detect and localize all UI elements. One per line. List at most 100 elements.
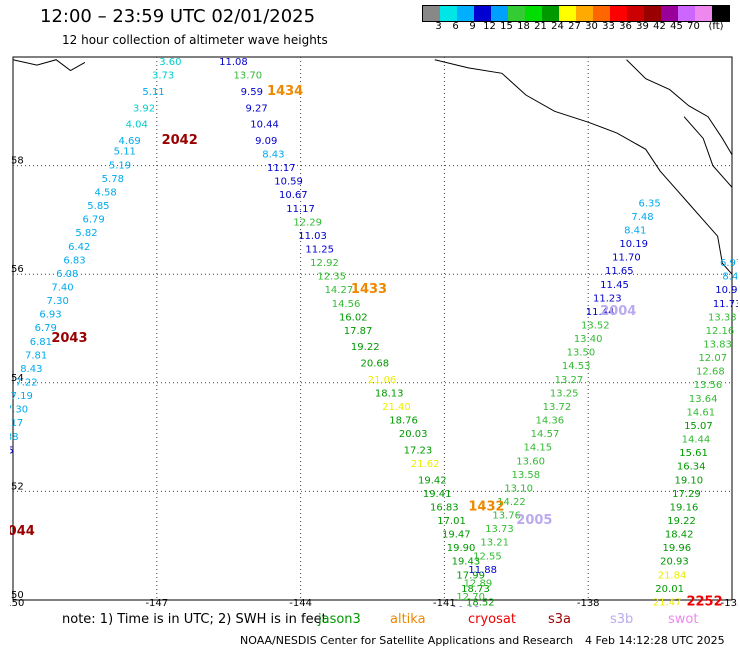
wave-height-value: 6.81 — [30, 337, 52, 348]
lat-tick-label: 52 — [11, 481, 24, 492]
wave-height-value: 15.07 — [684, 421, 713, 432]
wave-height-value: 10.19 — [619, 239, 648, 250]
wave-height-value: 4.04 — [126, 120, 148, 131]
wave-height-value: 11.08 — [219, 57, 248, 68]
wave-height-value: 21.06 — [368, 375, 397, 386]
legend-swatch — [610, 6, 627, 21]
wave-height-value: 10.93 — [715, 285, 738, 296]
satellite-swot: swot — [668, 612, 699, 627]
lat-tick-label: 56 — [11, 264, 24, 275]
wave-height-value: 19.22 — [667, 516, 696, 527]
wave-height-value: 18.42 — [665, 530, 694, 541]
legend-label: 36 — [619, 21, 632, 32]
wave-height-value: 11.88 — [468, 565, 497, 576]
wave-height-value: 8.41 — [624, 225, 646, 236]
wave-height-value: 11.17 — [286, 204, 315, 215]
wave-height-value: 8.43 — [262, 149, 284, 160]
wave-height-value: 14.15 — [523, 443, 552, 454]
wave-height-value: 6.08 — [56, 269, 78, 280]
wave-height-value: 11.65 — [605, 266, 634, 277]
wave-height-value: 13.27 — [555, 375, 584, 386]
wave-height-value: 19.41 — [423, 489, 452, 500]
satellite-jason3: jason3 — [318, 612, 361, 627]
legend-swatch — [576, 6, 593, 21]
lat-tick-label: 60 — [11, 55, 24, 58]
wave-height-value: 9.27 — [245, 103, 267, 114]
coastline — [12, 59, 86, 72]
wave-height-value: 5.85 — [87, 201, 109, 212]
wave-height-value: 14.61 — [686, 407, 715, 418]
pass-time-label: 1433 — [351, 282, 387, 297]
wave-height-value: 7.40 — [51, 282, 73, 293]
wave-height-value: 19.22 — [351, 342, 380, 353]
wave-height-value: 21.62 — [411, 459, 440, 470]
wave-height-value: 8.47 — [722, 272, 738, 283]
footer-timestamp: 4 Feb 14:12:28 UTC 2025 — [585, 634, 725, 647]
wave-height-value: 17.23 — [404, 445, 433, 456]
wave-height-value: 19.96 — [662, 543, 691, 554]
wave-height-value: 3.92 — [133, 103, 155, 114]
wave-height-value: 13.10 — [504, 483, 533, 494]
legend-label: 12 — [483, 21, 496, 32]
satellite-s3a: s3a — [548, 612, 572, 627]
wave-height-value: 12.68 — [696, 367, 725, 378]
wave-height-value: 5.11 — [114, 147, 136, 158]
wave-height-value: 6.97 — [720, 258, 738, 269]
satellite-altika: altika — [390, 612, 426, 627]
note-text: note: 1) Time is in UTC; 2) SWH is in fe… — [62, 612, 327, 627]
legend-label: 21 — [534, 21, 547, 32]
legend-label: 27 — [568, 21, 581, 32]
wave-height-value: 5.11 — [142, 87, 164, 98]
pass-time-label: 2042 — [162, 133, 198, 148]
wave-height-value: 11.44 — [586, 307, 615, 318]
legend-swatch — [678, 6, 695, 21]
wave-height-value: 20.68 — [361, 359, 390, 370]
coastline — [683, 116, 733, 204]
wave-height-value: 6.79 — [83, 215, 105, 226]
color-legend-labels: 3 6 9 12 15 18 21 24 27 30 33 36 39 42 45 70 (ft) — [422, 21, 730, 32]
wave-height-value: 10.67 — [279, 190, 308, 201]
pass-time-label: 1432 — [468, 499, 504, 514]
pass-time-label: 2044 — [10, 524, 35, 539]
wave-height-value: 17.99 — [456, 570, 485, 581]
lat-tick-label: 50 — [11, 590, 24, 601]
wave-height-value: 7.88 — [10, 432, 18, 443]
legend-label: 30 — [585, 21, 598, 32]
wave-height-value: 16.34 — [677, 462, 706, 473]
wave-height-value: 11.17 — [267, 163, 296, 174]
lon-tick-label: -138 — [577, 598, 600, 607]
wave-height-value: 7.30 — [10, 405, 28, 416]
wave-height-value: 21.40 — [382, 402, 411, 413]
wave-height-value: 10.44 — [250, 120, 279, 131]
legend-label: 3 — [435, 21, 442, 32]
legend-label: 33 — [602, 21, 615, 32]
wave-height-value: 17.01 — [437, 516, 466, 527]
wave-height-value: 11.03 — [298, 231, 327, 242]
legend-swatch — [695, 6, 712, 21]
wave-height-value: 12.92 — [310, 258, 339, 269]
wave-height-value: 7.22 — [15, 378, 37, 389]
wave-height-value: 6.35 — [639, 198, 661, 209]
wave-height-value: 6.42 — [68, 242, 90, 253]
wave-height-map: -150 -147 -144 -141 -138 -135 50 52 54 56 58 60 3.60… — [10, 55, 738, 607]
map-frame — [12, 56, 733, 601]
wave-height-value: 13.76 — [492, 511, 521, 522]
legend-label: 24 — [551, 21, 564, 32]
pass-time-label: 1434 — [267, 84, 303, 99]
wave-height-value: 7.48 — [631, 212, 653, 223]
wave-height-value: 7.19 — [11, 391, 33, 402]
wave-height-value: 7.30 — [47, 296, 69, 307]
wave-height-value: 14.44 — [682, 435, 711, 446]
legend-label: 39 — [636, 21, 649, 32]
wave-height-value: 13.56 — [694, 380, 723, 391]
legend-swatch — [525, 6, 542, 21]
wave-height-value: 21.84 — [658, 570, 687, 581]
wave-height-value: 13.33 — [708, 312, 737, 323]
wave-height-value: 13.50 — [567, 348, 596, 359]
wave-height-value: 12.55 — [473, 551, 502, 562]
wave-height-value: 11.23 — [593, 293, 622, 304]
legend-label: 18 — [517, 21, 530, 32]
wave-height-value: 18.76 — [389, 416, 418, 427]
wave-height-value: 13.52 — [581, 321, 610, 332]
wave-height-value: 13.60 — [516, 456, 545, 467]
